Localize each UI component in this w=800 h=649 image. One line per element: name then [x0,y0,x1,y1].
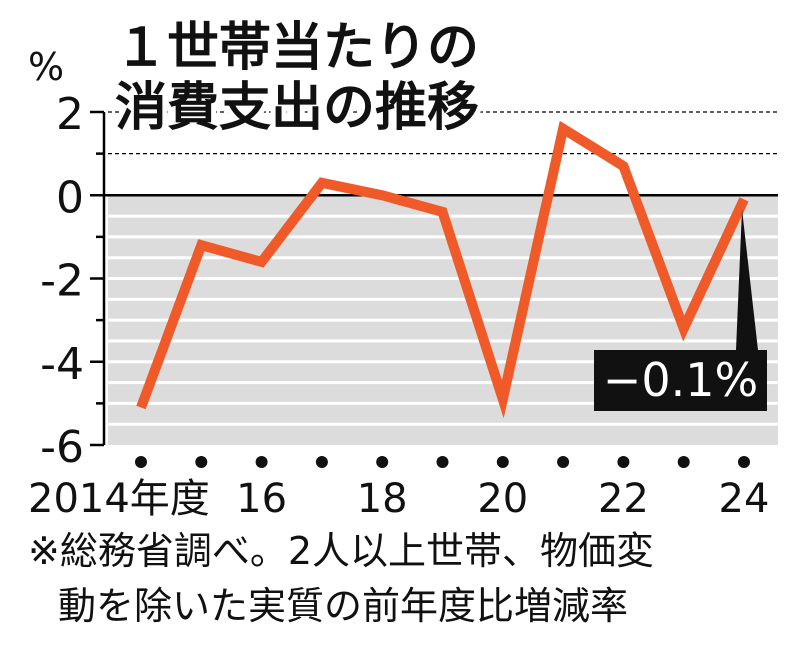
x-tick-label: 18 [357,476,408,522]
x-tick-label: 2014年度 [28,476,210,522]
callout-box [594,350,767,411]
y-tick-label: -2 [40,256,84,307]
y-tick-label: -4 [40,339,84,390]
chart-title-line: 消費支出の推移 [115,78,479,138]
value-callout: −0.1% [594,209,767,411]
x-tick-label: 22 [598,476,649,522]
y-axis [90,110,106,447]
series-line [136,120,749,419]
x-tick-label: 20 [477,476,528,522]
callout-label: −0.1% [603,353,758,407]
y-tick-label: 0 [56,172,84,223]
x-tick-dots [135,456,750,468]
x-tick-dot [195,456,208,468]
x-tick-dot [496,456,509,468]
x-tick-label: 16 [236,476,287,522]
y-tick-label: -6 [40,422,84,473]
y-unit-label: % [28,45,64,89]
footnote-line-2: 動を除いた実質の前年度比増減率 [58,584,629,628]
x-tick-dot [315,456,328,468]
x-tick-dot [557,456,570,468]
x-tick-dot [376,456,389,468]
x-tick-dot [617,456,630,468]
chart-title-line: １世帯当たりの [115,18,479,78]
x-tick-dot [677,456,690,468]
tick-labels: 20-2-4-6%2014年度 16 18 20 22 24 [28,45,769,522]
x-tick-dot [255,456,268,468]
x-tick-dot [436,456,449,468]
x-tick-dot [135,456,147,468]
x-tick-label: 24 [719,476,770,522]
y-tick-label: 2 [56,89,84,140]
footnote-line-1: ※総務省調べ。2人以上世帯、物価変 [28,529,655,573]
callout-pointer [736,209,758,350]
x-tick-dot [738,456,750,468]
